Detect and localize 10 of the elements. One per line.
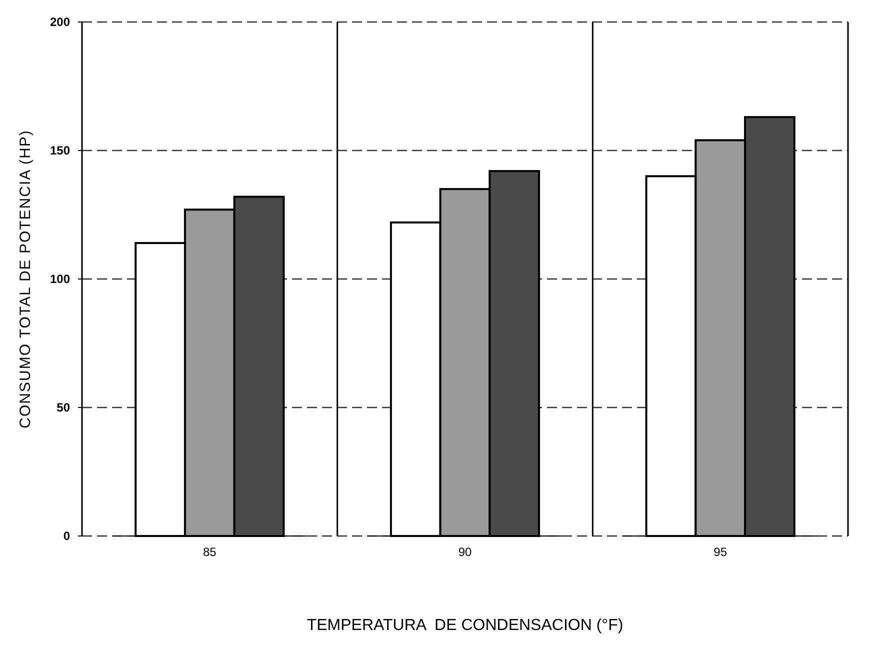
y-axis-title: CONSUMO TOTAL DE POTENCIA (HP) <box>17 130 34 428</box>
y-tick-label: 200 <box>50 15 70 30</box>
x-tick-label: 85 <box>202 545 217 559</box>
x-tick-label: 95 <box>714 545 728 559</box>
x-tick-label: 90 <box>458 545 472 559</box>
y-tick-label: 100 <box>50 272 70 286</box>
x-axis-title: TEMPERATURA DE CONDENSACION (°F) <box>306 617 624 634</box>
y-tick-label: 50 <box>56 400 70 415</box>
y-tick-label: 0 <box>63 529 70 544</box>
y-tick-label: 150 <box>50 144 70 158</box>
